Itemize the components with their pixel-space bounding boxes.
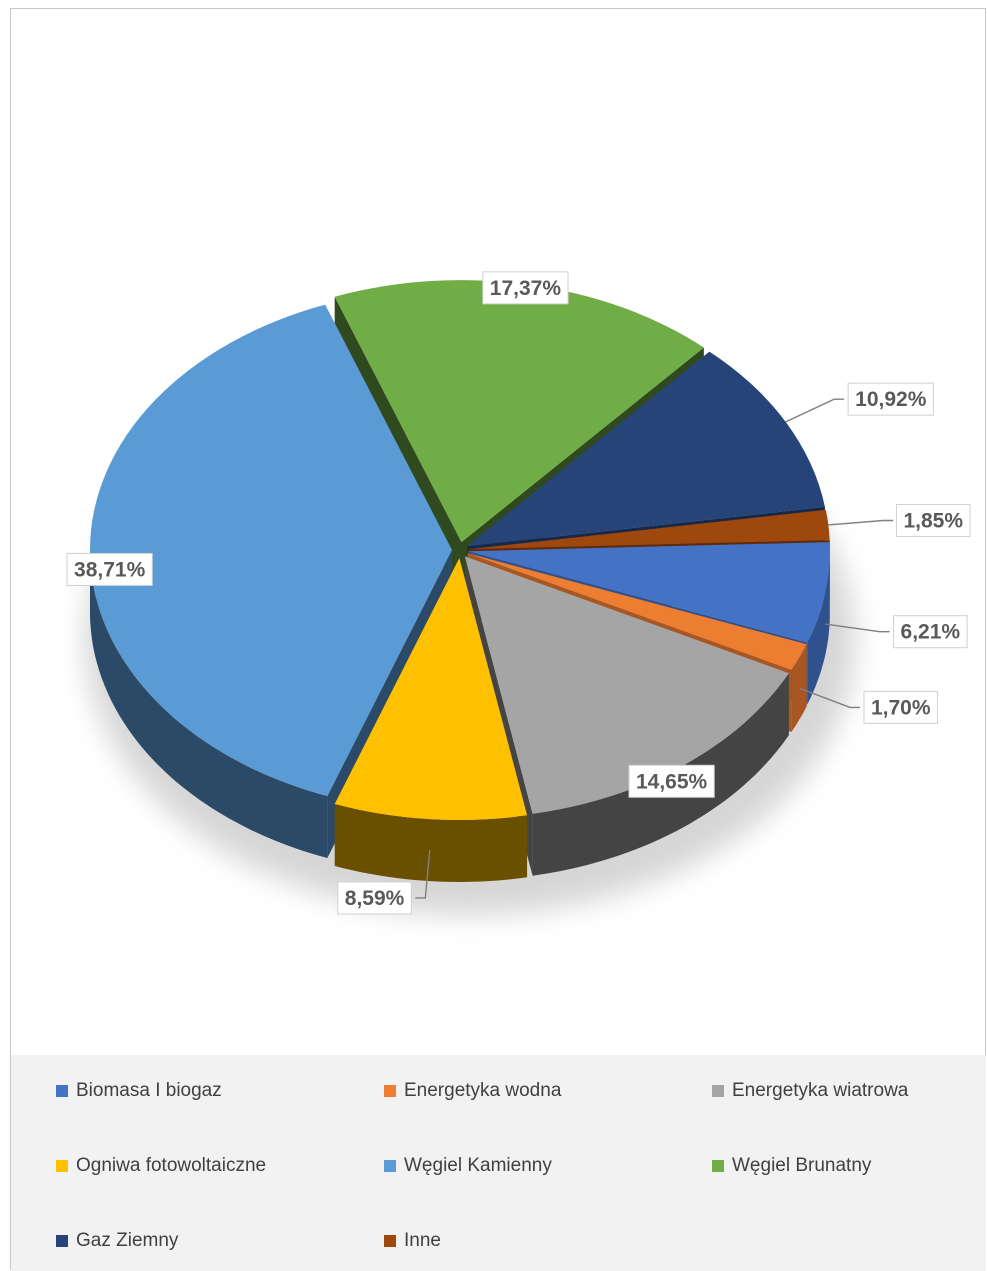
data-label-wegiel-kamienny: 38,71% <box>74 558 146 581</box>
leader-line-gaz-ziemny <box>785 398 845 423</box>
legend-item-inne: Inne <box>384 1230 441 1252</box>
slice-side-wegiel-kamienny <box>90 554 328 858</box>
data-label-box-inne <box>895 503 971 537</box>
data-label-box-energetyka-wiatrowa <box>628 764 715 798</box>
legend-label: Biomasa I biogaz <box>76 1080 222 1101</box>
data-label-box-biomasa-i-biogaz <box>893 615 968 649</box>
legend-label: Energetyka wiatrowa <box>732 1080 909 1101</box>
legend: Biomasa I biogaz Energetyka wodna Energety… <box>11 1055 986 1271</box>
data-label-energetyka-wiatrowa: 14,65% <box>636 770 708 793</box>
data-label-biomasa-i-biogaz: 6,21% <box>901 621 961 644</box>
legend-swatch <box>56 1160 68 1172</box>
legend-item-gaz-ziemny: Gaz Ziemny <box>56 1230 178 1252</box>
slice-ogniwa-fotowoltaiczne <box>334 557 528 820</box>
slice-inne <box>467 509 830 550</box>
slice-wegiel-kamienny <box>89 304 453 796</box>
legend-swatch <box>384 1160 396 1172</box>
data-label-ogniwa-fotowoltaiczne: 8,59% <box>345 887 405 910</box>
legend-label: Gaz Ziemny <box>76 1230 179 1251</box>
data-label-energetyka-wodna: 1,70% <box>871 696 931 719</box>
legend-label: Węgiel Kamienny <box>404 1155 552 1176</box>
slice-side-energetyka-wodna <box>791 644 807 732</box>
data-label-wegiel-brunatny: 17,37% <box>490 277 562 300</box>
leader-line-ogniwa-fotowoltaiczne <box>415 850 431 899</box>
legend-swatch <box>384 1085 396 1097</box>
slice-side-ogniwa-fotowoltaiczne <box>334 804 528 882</box>
legend-swatch <box>384 1235 396 1247</box>
data-label-box-wegiel-kamienny <box>66 552 153 586</box>
legend-label: Węgiel Brunatny <box>732 1155 872 1176</box>
legend-label: Ogniwa fotowoltaiczne <box>76 1155 267 1176</box>
data-label-box-wegiel-brunatny <box>482 271 569 305</box>
leader-line-biomasa-i-biogaz <box>825 623 890 633</box>
slice-side-biomasa-i-biogaz <box>807 555 830 705</box>
slice-gaz-ziemny <box>467 351 825 547</box>
leader-line-energetyka-wodna <box>799 687 860 709</box>
legend-label: Inne <box>404 1230 441 1251</box>
legend-item-ogniwa-fotowoltaiczne: Ogniwa fotowoltaiczne <box>56 1155 266 1177</box>
data-label-inne: 1,85% <box>903 509 963 532</box>
legend-item-wegiel-kamienny: Węgiel Kamienny <box>384 1155 552 1177</box>
data-label-box-energetyka-wodna <box>863 690 939 724</box>
data-label-box-ogniwa-fotowoltaiczne <box>337 881 412 915</box>
legend-swatch <box>56 1085 68 1097</box>
slice-energetyka-wiatrowa <box>464 556 789 814</box>
legend-swatch <box>712 1085 724 1097</box>
data-label-gaz-ziemny: 10,92% <box>855 388 927 411</box>
legend-swatch <box>56 1235 68 1247</box>
slice-biomasa-i-biogaz <box>467 542 830 643</box>
slice-wegiel-brunatny <box>334 280 704 543</box>
slice-energetyka-wodna <box>467 553 807 670</box>
slice-side-energetyka-wiatrowa <box>532 673 789 876</box>
legend-swatch <box>712 1160 724 1172</box>
legend-item-energetyka-wodna: Energetyka wodna <box>384 1080 561 1102</box>
leader-line-inne <box>828 519 894 526</box>
legend-item-energetyka-wiatrowa: Energetyka wiatrowa <box>712 1080 908 1102</box>
legend-item-wegiel-brunatny: Węgiel Brunatny <box>712 1155 871 1177</box>
data-label-box-gaz-ziemny <box>847 382 934 416</box>
legend-item-biomasa-i-biogaz: Biomasa I biogaz <box>56 1080 222 1102</box>
legend-label: Energetyka wodna <box>404 1080 562 1101</box>
